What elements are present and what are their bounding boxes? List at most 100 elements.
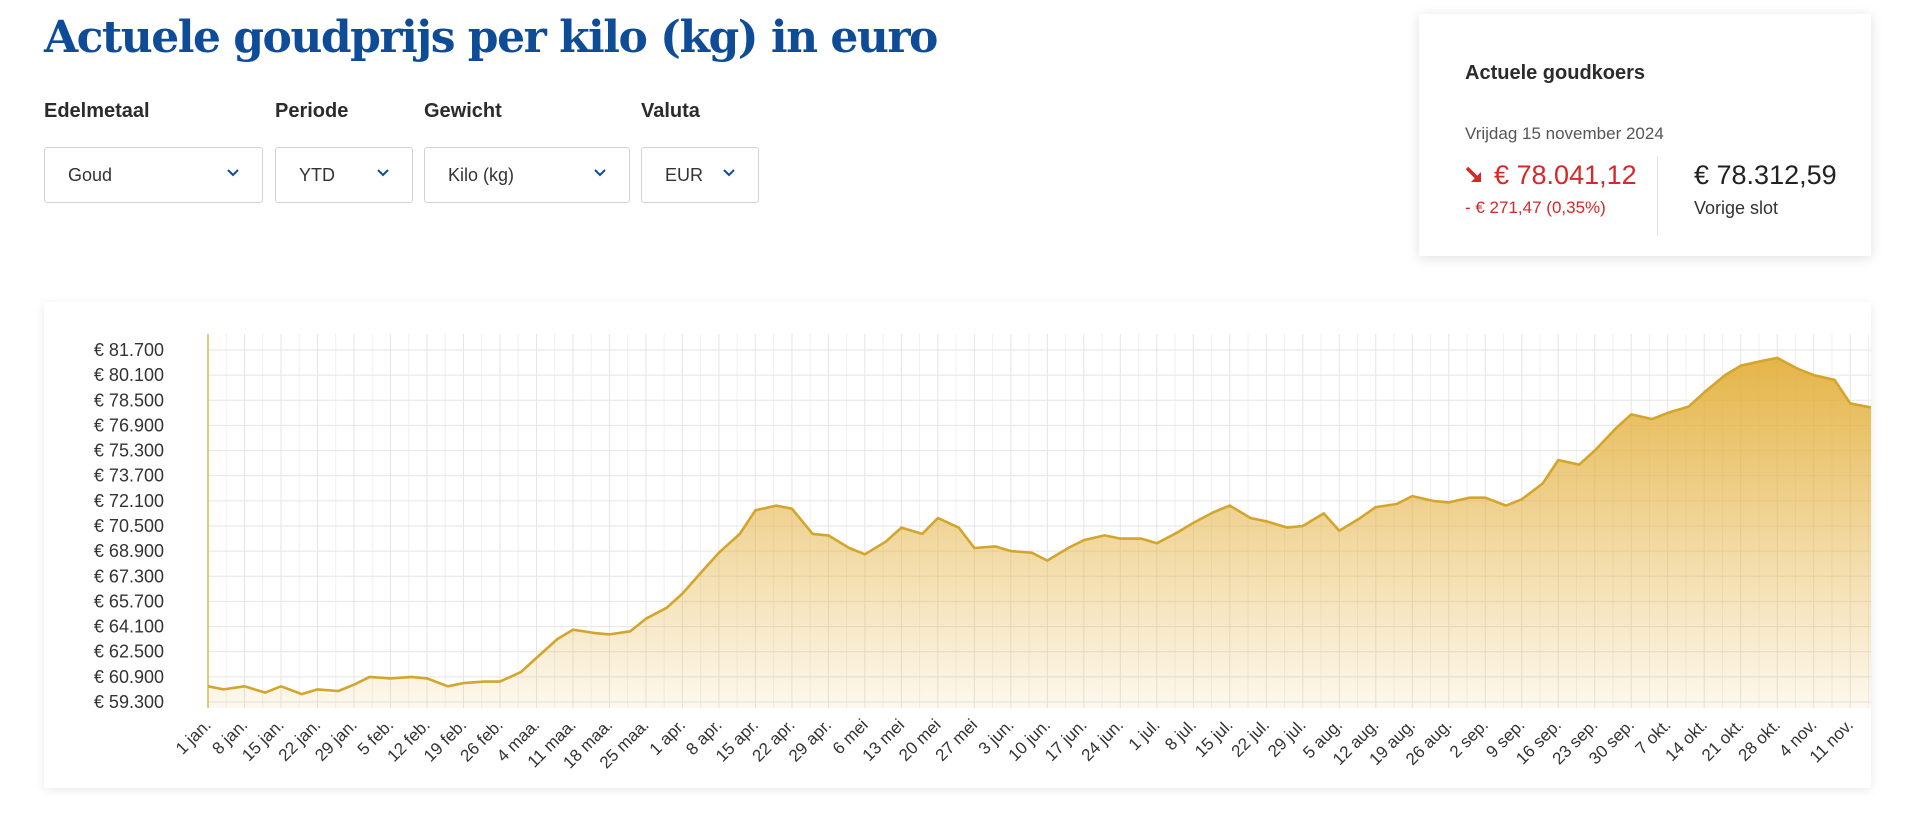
data-point[interactable]	[350, 681, 358, 689]
data-point[interactable]	[1664, 409, 1672, 417]
data-point[interactable]	[407, 673, 415, 681]
data-point[interactable]	[1028, 549, 1036, 557]
data-point[interactable]	[1721, 371, 1729, 379]
data-point[interactable]	[261, 689, 269, 697]
data-point[interactable]	[1210, 508, 1218, 516]
data-point[interactable]	[715, 549, 723, 557]
data-point[interactable]	[1174, 528, 1182, 536]
data-point[interactable]	[1356, 514, 1364, 522]
data-point[interactable]	[590, 629, 598, 637]
data-point[interactable]	[1283, 524, 1291, 532]
data-point[interactable]	[1502, 502, 1510, 510]
data-point[interactable]	[678, 590, 686, 598]
data-point[interactable]	[1153, 539, 1161, 547]
data-point[interactable]	[605, 630, 613, 638]
data-point[interactable]	[845, 544, 853, 552]
data-point[interactable]	[1043, 557, 1051, 565]
y-tick-label: € 72.100	[94, 491, 164, 511]
data-point[interactable]	[1591, 447, 1599, 455]
data-point[interactable]	[772, 502, 780, 510]
data-point[interactable]	[1554, 456, 1562, 464]
data-point[interactable]	[298, 690, 306, 698]
data-point[interactable]	[1518, 495, 1526, 503]
data-point[interactable]	[955, 524, 963, 532]
data-point[interactable]	[1627, 410, 1635, 418]
data-point[interactable]	[882, 538, 890, 546]
data-point[interactable]	[1226, 502, 1234, 510]
data-point[interactable]	[1299, 522, 1307, 530]
data-point[interactable]	[553, 635, 561, 643]
currency-select[interactable]: EUR	[641, 147, 759, 203]
x-tick-label: 15 jul.	[1191, 715, 1237, 761]
data-point[interactable]	[1007, 547, 1015, 555]
data-point[interactable]	[1080, 536, 1088, 544]
data-point[interactable]	[918, 530, 926, 538]
data-point[interactable]	[1320, 509, 1328, 517]
data-point[interactable]	[751, 506, 759, 514]
metal-select[interactable]: Goud	[44, 147, 263, 203]
data-point[interactable]	[1575, 461, 1583, 469]
data-point[interactable]	[1794, 365, 1802, 373]
data-point[interactable]	[220, 685, 228, 693]
data-point[interactable]	[1539, 480, 1547, 488]
data-point[interactable]	[1685, 403, 1693, 411]
data-point[interactable]	[444, 682, 452, 690]
data-point[interactable]	[824, 531, 832, 539]
data-point[interactable]	[1064, 544, 1072, 552]
data-point[interactable]	[1137, 535, 1145, 543]
data-point[interactable]	[460, 679, 468, 687]
data-point[interactable]	[241, 682, 249, 690]
data-point[interactable]	[1700, 388, 1708, 396]
x-tick-label: 1 apr.	[646, 715, 690, 759]
data-point[interactable]	[366, 673, 374, 681]
data-point[interactable]	[1612, 425, 1620, 433]
data-point[interactable]	[387, 674, 395, 682]
data-point[interactable]	[277, 682, 285, 690]
data-point[interactable]	[1737, 362, 1745, 370]
data-point[interactable]	[861, 550, 869, 558]
data-point[interactable]	[991, 542, 999, 550]
data-point[interactable]	[736, 530, 744, 538]
data-point[interactable]	[1393, 500, 1401, 508]
data-point[interactable]	[809, 530, 817, 538]
data-point[interactable]	[1189, 519, 1197, 527]
data-point[interactable]	[423, 674, 431, 682]
data-point[interactable]	[934, 514, 942, 522]
period-select[interactable]: YTD	[275, 147, 413, 203]
data-point[interactable]	[1810, 371, 1818, 379]
data-point[interactable]	[626, 627, 634, 635]
data-point[interactable]	[1101, 531, 1109, 539]
data-point[interactable]	[1116, 535, 1124, 543]
data-point[interactable]	[517, 668, 525, 676]
data-point[interactable]	[1758, 357, 1766, 365]
data-point[interactable]	[532, 654, 540, 662]
data-point[interactable]	[1773, 354, 1781, 362]
data-point[interactable]	[1429, 497, 1437, 505]
data-point[interactable]	[1445, 498, 1453, 506]
x-tick-label: 27 mei	[932, 715, 982, 765]
data-point[interactable]	[1648, 415, 1656, 423]
data-point[interactable]	[970, 544, 978, 552]
price-chart[interactable]: € 81.700 € 80.100 € 78.500 € 76.900 € 75.300…	[44, 302, 1871, 788]
data-point[interactable]	[897, 524, 905, 532]
data-point[interactable]	[1408, 492, 1416, 500]
data-point[interactable]	[1247, 514, 1255, 522]
data-point[interactable]	[334, 687, 342, 695]
data-point[interactable]	[663, 604, 671, 612]
weight-select[interactable]: Kilo (kg)	[424, 147, 630, 203]
data-point[interactable]	[1831, 376, 1839, 384]
data-point[interactable]	[314, 685, 322, 693]
data-point[interactable]	[496, 678, 504, 686]
data-point[interactable]	[569, 626, 577, 634]
data-point[interactable]	[642, 615, 650, 623]
data-point[interactable]	[1372, 503, 1380, 511]
data-point[interactable]	[1335, 527, 1343, 535]
data-point[interactable]	[1846, 399, 1854, 407]
data-point[interactable]	[788, 505, 796, 513]
data-point[interactable]	[1481, 494, 1489, 502]
data-point[interactable]	[204, 682, 212, 690]
data-point[interactable]	[699, 566, 707, 574]
data-point[interactable]	[1262, 517, 1270, 525]
data-point[interactable]	[1466, 494, 1474, 502]
data-point[interactable]	[480, 678, 488, 686]
